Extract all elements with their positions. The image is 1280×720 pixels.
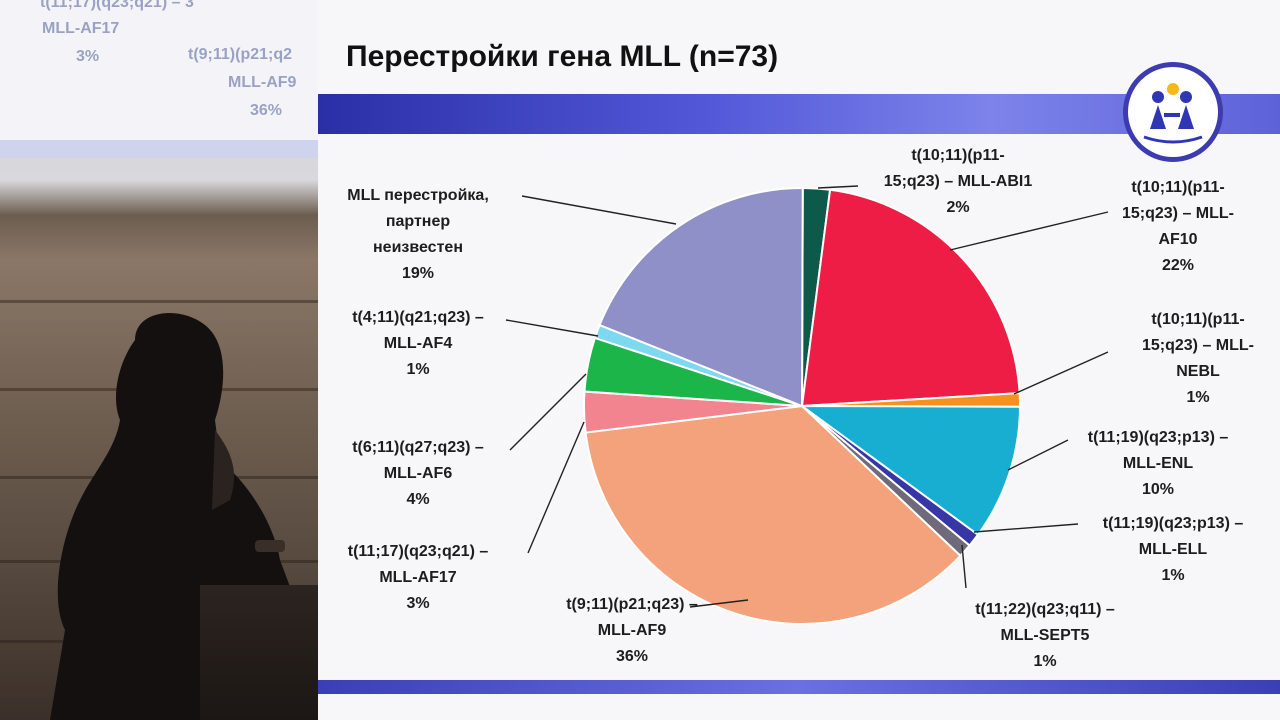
slice-percent-label: 19% [402, 265, 434, 282]
footer-band [318, 680, 1280, 694]
slice-label: t(4;11)(q21;q23) – [352, 309, 484, 326]
slice-label: t(11;19)(q23;p13) – [1103, 515, 1244, 532]
slice-label: MLL-AF6 [384, 465, 453, 482]
leader-line [961, 544, 967, 589]
slice-label: t(11;17)(q23;q21) – [348, 543, 489, 560]
slice-label: t(10;11)(p11- [1151, 311, 1244, 328]
background-slide-text: 3% [76, 48, 100, 65]
slice-label: 15;q23) – MLL- [1122, 205, 1234, 222]
leader-line [509, 373, 587, 451]
background-slide-text: MLL-AF9 [228, 74, 297, 91]
leader-line [1013, 351, 1109, 395]
title-band [318, 94, 1280, 134]
slice-percent-label: 10% [1142, 481, 1174, 498]
leader-line [505, 319, 599, 337]
leader-line [949, 211, 1109, 251]
slice-label: t(11;22)(q23;q11) – [975, 601, 1115, 618]
slice-percent-label: 1% [1033, 653, 1056, 670]
slice-label: NEBL [1176, 363, 1220, 380]
leader-line [527, 421, 585, 554]
pie-slice [800, 188, 1021, 408]
podium [200, 585, 318, 720]
pie-slice [798, 404, 1022, 537]
leader-line [973, 523, 1079, 533]
leader-lines [505, 185, 1109, 608]
slice-percent-label: 1% [406, 361, 429, 378]
leader-line [1007, 439, 1069, 471]
background-slide-text: t(9;11)(p21;q2 [188, 46, 293, 63]
slice-label: t(11;19)(q23;p13) – [1088, 429, 1229, 446]
slice-label: MLL-SEPT5 [1001, 627, 1090, 644]
pie-slices [583, 186, 1022, 625]
slice-label: MLL-AF9 [598, 622, 667, 639]
slice-label: t(6;11)(q27;q23) – [352, 439, 484, 456]
pie-slice [598, 187, 804, 408]
slice-percent-label: 2% [946, 199, 969, 216]
slice-percent-label: 22% [1162, 257, 1194, 274]
background-slide-text: t(11;17)(q23;q21) – 3 [40, 0, 194, 11]
clinic-logo-icon [1143, 83, 1203, 144]
slice-label: неизвестен [373, 239, 463, 256]
clinic-logo [1123, 62, 1223, 162]
slice-label: 15;q23) – MLL-ABI1 [884, 173, 1033, 190]
slide-title: Перестройки гена MLL (n=73) [346, 40, 779, 73]
slice-percent-label: 4% [406, 491, 429, 508]
slice-label: MLL-AF4 [384, 335, 453, 352]
pie-chart: t(10;11)(p11- 15;q23) – MLL-ABI1 2% t(10;11… [347, 147, 1254, 670]
pie-slice [584, 404, 962, 625]
wall-panel-line [0, 300, 318, 303]
presentation-room: t(11;17)(q23;q21) – 3 MLL-AF17 3% t(9;11… [0, 0, 318, 720]
slice-label: MLL-ENL [1123, 455, 1193, 472]
slice-percent-label: 36% [616, 648, 648, 665]
background-slide-text: MLL-AF17 [42, 20, 120, 37]
leader-line [521, 195, 677, 225]
slice-label: MLL-ELL [1139, 541, 1208, 558]
slice-label: AF10 [1158, 231, 1197, 248]
slice-label: MLL-AF17 [379, 569, 456, 586]
slice-label: t(10;11)(p11- [911, 147, 1004, 164]
background-slide: t(11;17)(q23;q21) – 3 MLL-AF17 3% t(9;11… [0, 0, 318, 158]
slice-percent-label: 3% [406, 595, 429, 612]
slice-label: t(9;11)(p21;q23) – [566, 596, 698, 613]
slice-percent-label: 1% [1161, 567, 1184, 584]
leader-line [689, 599, 749, 608]
leader-line [817, 185, 859, 189]
background-slide-text: 36% [250, 102, 283, 119]
slice-label: MLL перестройка, [347, 187, 489, 204]
projected-slide: Перестройки гена MLL (n=73) t(10;11)(p11… [318, 0, 1280, 720]
slice-labels: t(10;11)(p11- 15;q23) – MLL-ABI1 2% t(10;11… [347, 147, 1254, 670]
slice-label: t(10;11)(p11- [1131, 179, 1224, 196]
slice-label: 15;q23) – MLL- [1142, 337, 1254, 354]
slice-percent-label: 1% [1186, 389, 1209, 406]
slice-label: партнер [386, 213, 451, 230]
